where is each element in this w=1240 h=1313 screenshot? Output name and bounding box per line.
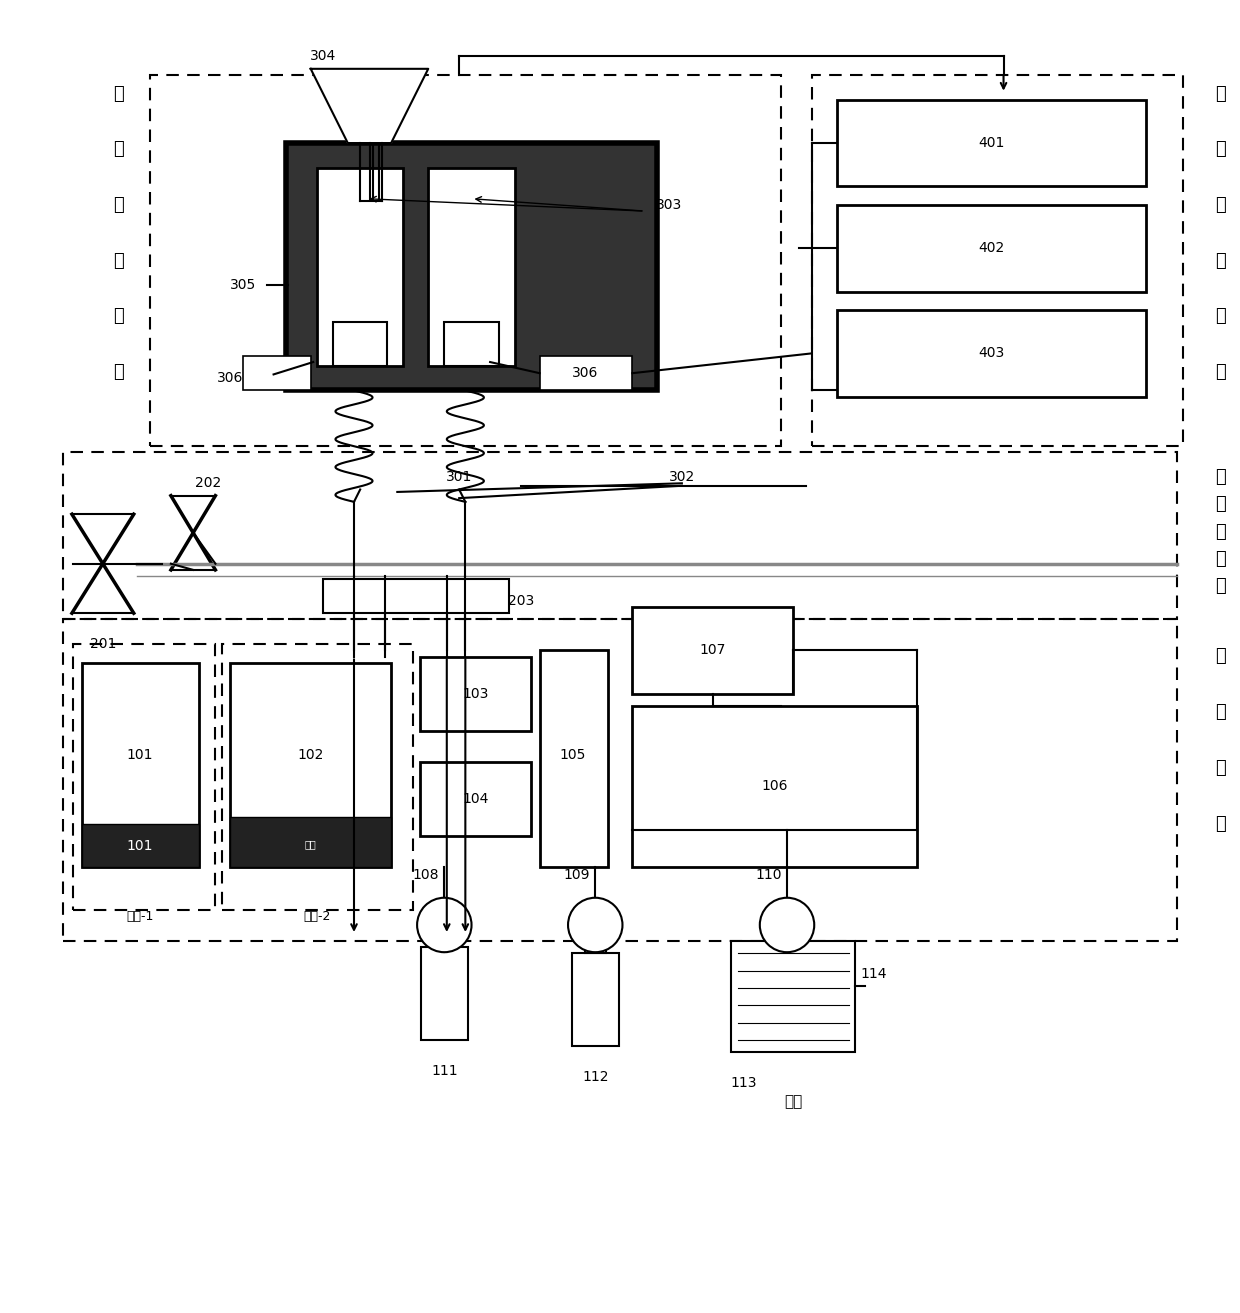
FancyBboxPatch shape	[82, 823, 200, 867]
FancyBboxPatch shape	[334, 323, 387, 366]
Text: 201: 201	[89, 637, 117, 651]
Polygon shape	[311, 68, 428, 143]
FancyBboxPatch shape	[419, 656, 531, 731]
Text: 305: 305	[229, 278, 255, 293]
Text: 203: 203	[508, 593, 534, 608]
FancyBboxPatch shape	[632, 607, 794, 693]
FancyBboxPatch shape	[539, 650, 608, 867]
Text: 110: 110	[755, 868, 781, 882]
Text: 101: 101	[126, 748, 154, 763]
Text: 水样: 水样	[784, 1095, 802, 1109]
Text: 制: 制	[1215, 647, 1225, 666]
Text: 元: 元	[114, 362, 124, 381]
Text: 101: 101	[126, 839, 154, 853]
Text: 106: 106	[761, 780, 787, 793]
Text: 干: 干	[1215, 523, 1225, 541]
Text: 单: 单	[114, 307, 124, 326]
Text: 306: 306	[217, 372, 243, 385]
FancyBboxPatch shape	[419, 762, 531, 836]
Text: 302: 302	[668, 470, 694, 484]
Text: 403: 403	[978, 347, 1004, 360]
Text: 温培-2: 温培-2	[304, 910, 331, 923]
Text: 动: 动	[1215, 140, 1225, 159]
FancyBboxPatch shape	[231, 663, 391, 867]
FancyBboxPatch shape	[231, 817, 391, 867]
Text: 111: 111	[432, 1064, 458, 1078]
Circle shape	[417, 898, 471, 952]
FancyBboxPatch shape	[317, 168, 403, 366]
Text: 取: 取	[114, 84, 124, 102]
FancyBboxPatch shape	[539, 356, 632, 390]
Text: 元: 元	[1215, 576, 1225, 595]
Text: 103: 103	[463, 687, 489, 701]
Text: 303: 303	[656, 198, 682, 211]
Text: 单: 单	[1215, 759, 1225, 777]
Text: 械: 械	[1215, 495, 1225, 513]
FancyBboxPatch shape	[837, 310, 1146, 397]
Text: 测: 测	[114, 252, 124, 269]
Text: 机: 机	[1215, 469, 1225, 486]
Text: 温培: 温培	[305, 839, 316, 850]
FancyBboxPatch shape	[837, 100, 1146, 186]
Text: 112: 112	[582, 1070, 609, 1085]
FancyBboxPatch shape	[428, 168, 515, 366]
FancyBboxPatch shape	[82, 663, 200, 867]
FancyBboxPatch shape	[434, 927, 455, 947]
Text: 检: 检	[114, 196, 124, 214]
Text: 105: 105	[559, 748, 587, 763]
Text: 102: 102	[298, 748, 324, 763]
Text: 析: 析	[1215, 252, 1225, 269]
Text: 分: 分	[1215, 196, 1225, 214]
Text: 301: 301	[446, 470, 472, 484]
FancyBboxPatch shape	[444, 323, 498, 366]
Text: 驱: 驱	[1215, 84, 1225, 102]
FancyBboxPatch shape	[585, 934, 606, 953]
Text: 402: 402	[978, 242, 1004, 255]
FancyBboxPatch shape	[837, 205, 1146, 291]
FancyBboxPatch shape	[286, 143, 657, 390]
Text: 样: 样	[1215, 704, 1225, 721]
Text: 107: 107	[699, 643, 725, 658]
Circle shape	[760, 898, 815, 952]
FancyBboxPatch shape	[420, 947, 467, 1040]
Text: 样: 样	[114, 140, 124, 159]
Text: 104: 104	[463, 792, 489, 806]
Text: 109: 109	[563, 868, 590, 882]
Text: 113: 113	[730, 1077, 756, 1090]
Text: 元: 元	[1215, 814, 1225, 832]
Text: 202: 202	[195, 477, 221, 490]
Circle shape	[568, 898, 622, 952]
Text: 温培-1: 温培-1	[126, 910, 154, 923]
FancyBboxPatch shape	[632, 706, 916, 867]
Text: 401: 401	[978, 137, 1004, 150]
FancyBboxPatch shape	[732, 941, 856, 1053]
FancyBboxPatch shape	[572, 953, 619, 1046]
Text: 114: 114	[861, 968, 887, 981]
Text: 108: 108	[413, 868, 439, 882]
FancyBboxPatch shape	[243, 356, 311, 390]
Text: 单: 单	[1215, 307, 1225, 326]
Text: 元: 元	[1215, 362, 1225, 381]
Text: 单: 单	[1215, 550, 1225, 567]
Text: 304: 304	[310, 50, 336, 63]
FancyBboxPatch shape	[324, 579, 508, 613]
Text: 306: 306	[572, 366, 599, 381]
